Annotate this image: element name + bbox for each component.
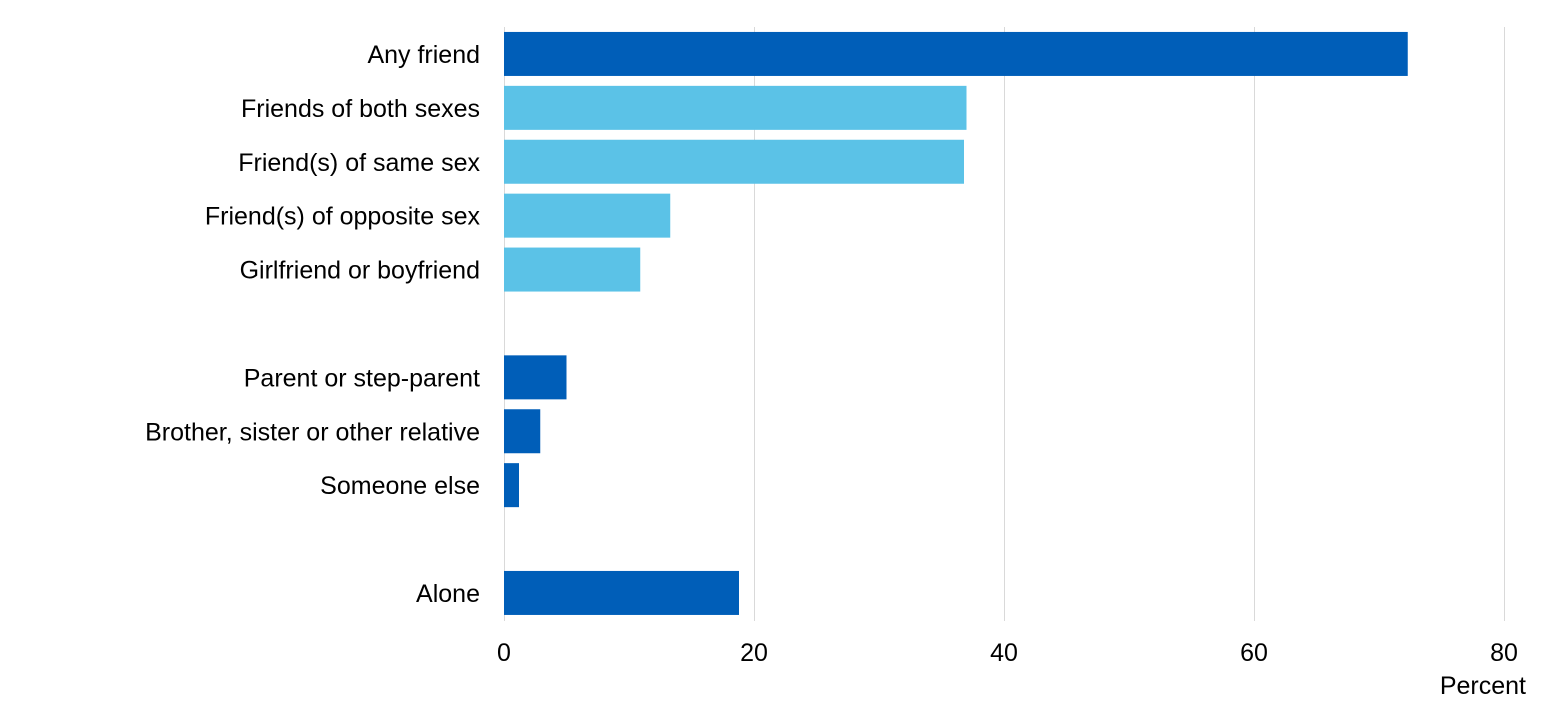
category-label: Any friend [367, 41, 480, 69]
category-label: Girlfriend or boyfriend [240, 257, 480, 285]
category-label: Brother, sister or other relative [145, 418, 480, 446]
bar [504, 247, 641, 292]
category-label: Friend(s) of same sex [238, 149, 480, 177]
category-label: Parent or step-parent [244, 364, 480, 392]
bar [504, 193, 671, 238]
x-tick-label: 60 [1240, 639, 1268, 667]
category-labels: Any friend Friends of both sexes Friend(s)… [145, 41, 480, 608]
category-label: Alone [416, 580, 480, 608]
x-tick-label: 20 [740, 639, 768, 667]
bar [504, 85, 967, 130]
bar [504, 463, 519, 508]
bar [504, 31, 1408, 76]
bars [504, 31, 1408, 615]
bar [504, 139, 964, 184]
x-axis-label: Percent [1440, 672, 1526, 700]
bar [504, 355, 567, 400]
x-tick-labels: 0 20 40 60 80 [497, 639, 1518, 667]
bar [504, 570, 739, 615]
category-label: Friends of both sexes [241, 95, 480, 123]
x-tick-label: 40 [990, 639, 1018, 667]
bar [504, 409, 541, 454]
category-label: Someone else [320, 472, 480, 500]
x-tick-label: 80 [1490, 639, 1518, 667]
category-label: Friend(s) of opposite sex [205, 203, 481, 231]
x-tick-label: 0 [497, 639, 511, 667]
